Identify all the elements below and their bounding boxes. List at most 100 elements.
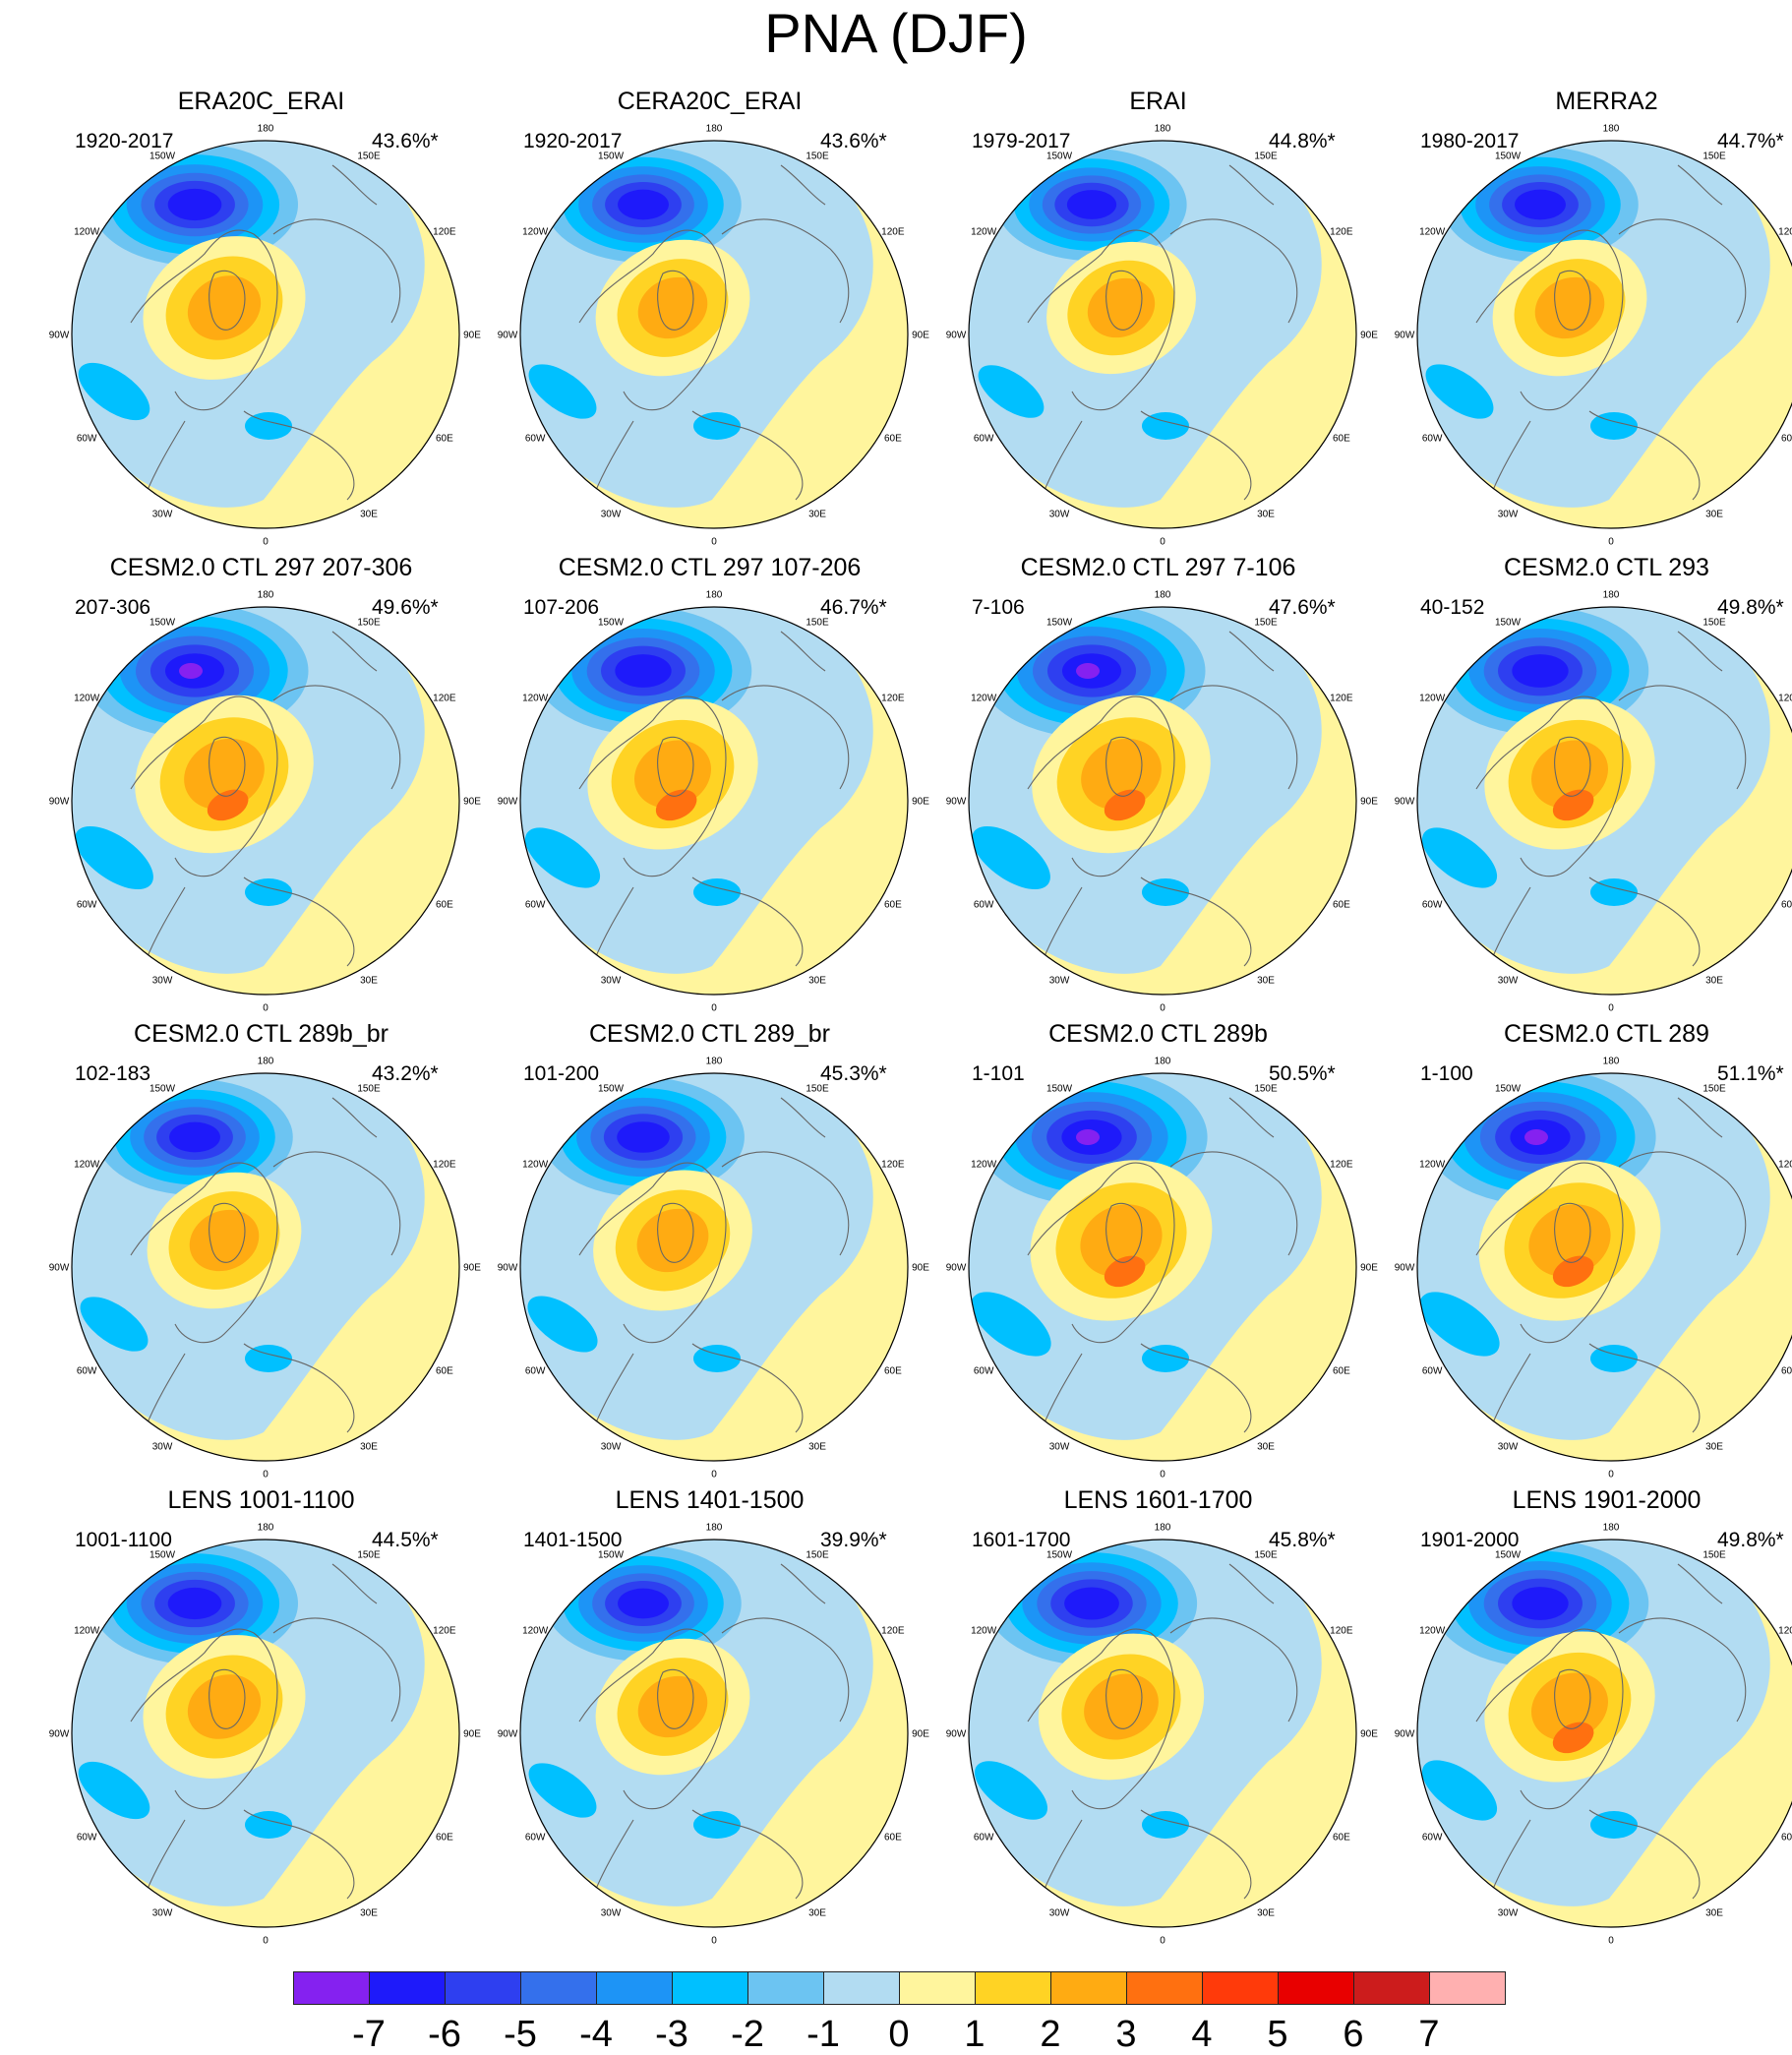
longitude-label: 90W xyxy=(49,1263,70,1274)
longitude-label: 0 xyxy=(263,1936,269,1947)
map-panel: ERAI 1979-2017 44.8%* 180 150E 120E 90E 60E 30E 0… xyxy=(934,87,1382,549)
panel-year-range: 1901-2000 xyxy=(1420,1529,1520,1551)
coastlines xyxy=(130,1097,401,1433)
longitude-label: 60E xyxy=(436,900,453,911)
longitude-label: 30E xyxy=(1257,975,1275,986)
longitude-label: 120W xyxy=(1419,694,1446,704)
panel-variance-explained: 43.6%* xyxy=(372,130,439,152)
longitude-label: 120E xyxy=(1778,1626,1792,1637)
colorbar-label: 4 xyxy=(1191,2014,1213,2055)
longitude-label: 90W xyxy=(498,1263,518,1274)
longitude-label: 120E xyxy=(433,227,456,238)
panel-variance-explained: 50.5%* xyxy=(1269,1062,1336,1085)
longitude-label: 30W xyxy=(1498,1907,1519,1918)
longitude-label: 60E xyxy=(884,1366,902,1377)
longitude-label: 150W xyxy=(1046,1550,1073,1561)
longitude-label: 90W xyxy=(1395,331,1415,341)
coastlines xyxy=(1027,1097,1298,1433)
longitude-label: 90W xyxy=(946,1729,967,1740)
longitude-label: 150W xyxy=(598,618,625,629)
map-panel: CESM2.0 CTL 2891-10051.1%*180150E120E90E… xyxy=(1383,1019,1792,1481)
longitude-label: 30E xyxy=(360,975,378,986)
colorbar-label: 7 xyxy=(1418,2014,1440,2055)
longitude-label: 180 xyxy=(1155,1523,1171,1534)
longitude-label: 60W xyxy=(974,1833,994,1843)
longitude-label: 60W xyxy=(974,434,994,445)
longitude-label: 60W xyxy=(525,1366,546,1377)
longitude-label: 120W xyxy=(971,1626,997,1637)
anomaly-field xyxy=(969,607,1356,995)
longitude-label: 30W xyxy=(152,975,173,986)
panel-title: CESM2.0 CTL 289b xyxy=(1048,1020,1268,1048)
panel-year-range: 1001-1100 xyxy=(75,1529,172,1551)
coastlines xyxy=(1027,631,1298,967)
longitude-label: 60W xyxy=(525,1833,546,1843)
longitude-label: 60W xyxy=(77,1833,97,1843)
longitude-label: 120W xyxy=(971,227,997,238)
map-panel: LENS 1401-1500 1401-1500 39.9%* 180 150E 120E… xyxy=(486,1485,933,1948)
longitude-label: 150W xyxy=(149,618,176,629)
map-panel: LENS 1001-1100 1001-1100 44.5%* 180 150E 120E… xyxy=(37,1485,485,1948)
longitude-label: 60W xyxy=(974,900,994,911)
coastlines xyxy=(578,1563,850,1900)
longitude-label: 150E xyxy=(1702,1084,1726,1095)
longitude-label: 60E xyxy=(436,1833,453,1843)
panel-year-range: 1401-1500 xyxy=(523,1529,623,1551)
longitude-label: 30W xyxy=(601,975,622,986)
longitude-label: 180 xyxy=(258,124,274,135)
longitude-label: 150E xyxy=(806,1084,829,1095)
coastlines xyxy=(578,1097,850,1433)
longitude-label: 150E xyxy=(806,1550,829,1561)
longitude-label: 60E xyxy=(884,1833,902,1843)
longitude-label: 180 xyxy=(706,124,723,135)
longitude-label: 30E xyxy=(1257,509,1275,519)
longitude-label: 60W xyxy=(1422,1366,1443,1377)
longitude-label: 0 xyxy=(711,1936,717,1947)
colorbar-swatch xyxy=(672,1971,748,2005)
panel-title: LENS 1401-1500 xyxy=(615,1486,805,1514)
panel-variance-explained: 49.8%* xyxy=(1717,1529,1784,1551)
longitude-label: 60W xyxy=(1422,434,1443,445)
panel-variance-explained: 44.5%* xyxy=(372,1529,439,1551)
coastlines xyxy=(130,631,401,967)
longitude-label: 90E xyxy=(1360,797,1378,808)
longitude-label: 150E xyxy=(806,151,829,162)
longitude-label: 120W xyxy=(74,694,100,704)
longitude-label: 90W xyxy=(1395,797,1415,808)
longitude-label: 120W xyxy=(971,1160,997,1171)
longitude-label: 0 xyxy=(263,537,269,548)
map-panel: LENS 1901-2000 1901-2000 49.8%* 180 150E 120E… xyxy=(1383,1485,1792,1948)
panel-title: CESM2.0 CTL 297 207-306 xyxy=(109,554,413,581)
longitude-label: 30E xyxy=(1705,975,1723,986)
colorbar-swatch xyxy=(1202,1971,1279,2005)
colorbar-label: -2 xyxy=(731,2014,764,2055)
panel-variance-explained: 44.8%* xyxy=(1269,130,1336,152)
colorbar-swatch xyxy=(1126,1971,1203,2005)
longitude-label: 90E xyxy=(912,1729,929,1740)
colorbar-label: 1 xyxy=(964,2014,986,2055)
colorbar-swatch xyxy=(1429,1971,1506,2005)
longitude-label: 120E xyxy=(1330,1160,1353,1171)
longitude-label: 150E xyxy=(1254,1084,1278,1095)
panel-title: CESM2.0 CTL 293 xyxy=(1504,554,1709,581)
longitude-label: 0 xyxy=(1160,1936,1165,1947)
longitude-label: 90E xyxy=(912,797,929,808)
colorbar-label: -7 xyxy=(352,2014,386,2055)
longitude-label: 180 xyxy=(258,1057,274,1067)
longitude-label: 120E xyxy=(881,227,905,238)
longitude-label: 60E xyxy=(436,434,453,445)
colorbar-label: 2 xyxy=(1040,2014,1061,2055)
longitude-label: 60E xyxy=(1781,434,1792,445)
longitude-label: 60W xyxy=(1422,900,1443,911)
longitude-label: 150E xyxy=(1702,151,1726,162)
longitude-label: 120E xyxy=(433,1626,456,1637)
longitude-label: 0 xyxy=(711,1470,717,1481)
longitude-label: 60E xyxy=(1333,1833,1350,1843)
longitude-label: 120E xyxy=(1330,694,1353,704)
longitude-label: 30W xyxy=(601,509,622,519)
longitude-label: 30W xyxy=(1049,509,1070,519)
